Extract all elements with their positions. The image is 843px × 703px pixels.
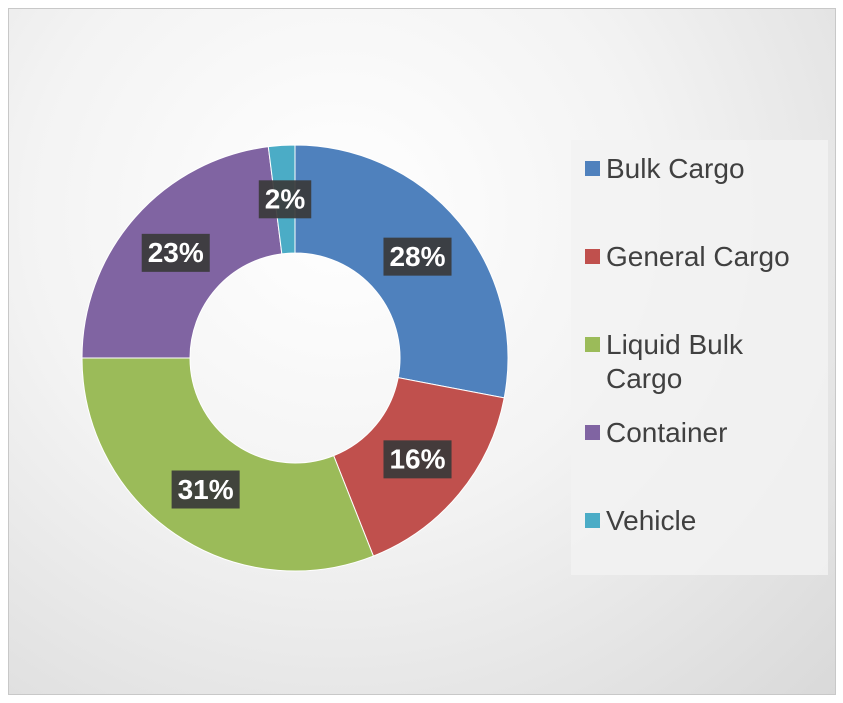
data-label-box — [383, 440, 452, 479]
legend-swatch — [585, 161, 600, 176]
legend-entry: Bulk Cargo — [585, 152, 825, 186]
legend-entry: Liquid Bulk Cargo — [585, 328, 825, 396]
legend-label: Liquid Bulk Cargo — [606, 329, 743, 394]
legend-label: Bulk Cargo — [606, 153, 745, 184]
legend-swatch — [585, 337, 600, 352]
legend-swatch — [585, 249, 600, 264]
legend-label: Vehicle — [606, 505, 697, 536]
data-label: 28% — [389, 241, 445, 272]
data-label-box — [141, 233, 210, 272]
legend: Bulk Cargo General Cargo Liquid Bulk Cargo… — [571, 140, 828, 575]
legend-entry: Container — [585, 416, 825, 450]
legend-entry: Vehicle — [585, 504, 825, 538]
legend-entry: General Cargo — [585, 240, 825, 274]
data-label: 31% — [178, 474, 234, 505]
data-label: 23% — [148, 237, 204, 268]
legend-label: General Cargo — [606, 241, 790, 272]
data-label-box — [171, 470, 240, 509]
data-label: 2% — [265, 184, 306, 215]
legend-swatch — [585, 425, 600, 440]
data-label: 16% — [389, 444, 445, 475]
data-label-box — [383, 237, 452, 276]
legend-label: Container — [606, 417, 728, 448]
data-label-box — [258, 180, 312, 219]
legend-swatch — [585, 513, 600, 528]
donut-segment — [81, 357, 375, 572]
